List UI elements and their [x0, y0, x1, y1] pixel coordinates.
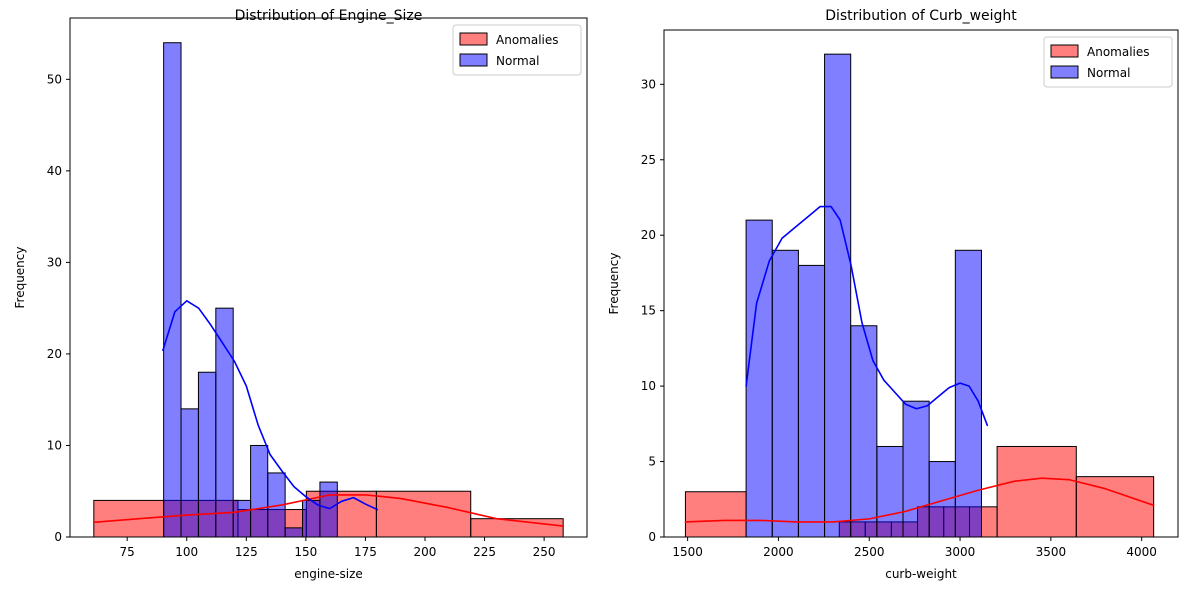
- histogram-bar: [197, 371, 217, 538]
- kde-line-anomalies: [684, 477, 1155, 523]
- y-tick-label: 0: [54, 530, 62, 544]
- chart-title: Distribution of Engine_Size: [235, 8, 423, 24]
- legend-swatch-normal: [1050, 65, 1079, 79]
- axes-frame: [663, 29, 1179, 538]
- legend-label-anomalies: Anomalies: [1087, 45, 1150, 59]
- y-tick-label: 20: [641, 228, 656, 242]
- histogram-bar: [232, 499, 252, 538]
- y-tick-label: 10: [641, 379, 656, 393]
- histogram-bar: [1075, 476, 1155, 538]
- x-axis-label: engine-size: [294, 567, 363, 581]
- kde-line-anomalies: [93, 494, 564, 527]
- histogram-bar: [284, 527, 304, 538]
- legend-swatch-anomalies: [459, 32, 488, 46]
- x-tick-label: 4000: [1126, 545, 1157, 559]
- y-tick-label: 15: [641, 304, 656, 318]
- chart-2: 1500 2000 2500 3000 3500 4000 0 5 10 15 20 25 30 Dist…: [607, 8, 1179, 581]
- plot-area: [70, 18, 587, 537]
- histogram-bar: [876, 445, 904, 538]
- kde-line-normal: [162, 300, 379, 511]
- histogram-bar: [850, 325, 878, 538]
- y-tick-label: 30: [641, 77, 656, 91]
- y-tick-label: 10: [47, 438, 62, 452]
- x-tick-label: 100: [175, 545, 198, 559]
- histogram-bar: [180, 408, 199, 538]
- y-tick-label: 0: [648, 530, 656, 544]
- histogram-bar: [250, 444, 269, 538]
- kde-line-normal: [745, 205, 989, 427]
- histogram-bar: [684, 491, 747, 538]
- x-tick-label: 3500: [1036, 545, 1067, 559]
- histogram-bar: [319, 481, 338, 538]
- series-normal: [745, 53, 982, 538]
- axes-frame: [69, 17, 588, 538]
- histogram-bar: [797, 264, 826, 538]
- x-tick-label: 150: [294, 545, 317, 559]
- histogram-bar: [954, 249, 982, 538]
- histogram-bar: [745, 219, 773, 538]
- histogram-bar: [996, 445, 1077, 538]
- histogram-bar: [215, 307, 234, 538]
- y-tick-label: 25: [641, 153, 656, 167]
- legend-label-anomalies: Anomalies: [496, 33, 559, 47]
- histogram-bar: [824, 53, 852, 538]
- legend-label-normal: Normal: [1087, 66, 1130, 80]
- x-tick-label: 2500: [854, 545, 885, 559]
- histogram-bar: [928, 461, 956, 538]
- x-axis-label: curb-weight: [885, 567, 957, 581]
- histogram-bar: [771, 249, 799, 538]
- series-normal: [163, 42, 338, 538]
- histogram-bar: [302, 499, 321, 538]
- legend-swatch-normal: [459, 53, 488, 67]
- x-tick-label: 2000: [763, 545, 794, 559]
- y-tick-label: 20: [47, 347, 62, 361]
- y-tick-label: 40: [47, 164, 62, 178]
- histogram-bar: [902, 400, 930, 538]
- y-axis-label: Frequency: [607, 253, 621, 315]
- x-tick-label: 175: [354, 545, 377, 559]
- x-tick-label: 225: [473, 545, 496, 559]
- x-tick-label: 75: [120, 545, 135, 559]
- chart-1: 75 100 125 150 175 200 225 250 0 10 20 30 40 50 Distri…: [13, 8, 588, 581]
- y-tick-label: 50: [47, 72, 62, 86]
- legend-label-normal: Normal: [496, 54, 539, 68]
- y-axis-label: Frequency: [13, 247, 27, 309]
- histogram-bar: [93, 499, 165, 538]
- histogram-bar: [163, 42, 182, 538]
- x-tick-label: 250: [533, 545, 556, 559]
- x-tick-label: 1500: [672, 545, 703, 559]
- x-tick-label: 200: [414, 545, 437, 559]
- legend: Anomalies Normal: [452, 24, 582, 76]
- y-tick-label: 5: [648, 455, 656, 469]
- legend: Anomalies Normal: [1043, 36, 1173, 88]
- x-tick-label: 125: [235, 545, 258, 559]
- x-tick-label: 3000: [945, 545, 976, 559]
- legend-swatch-anomalies: [1050, 44, 1079, 58]
- chart-title: Distribution of Curb_weight: [825, 8, 1017, 24]
- y-tick-label: 30: [47, 255, 62, 269]
